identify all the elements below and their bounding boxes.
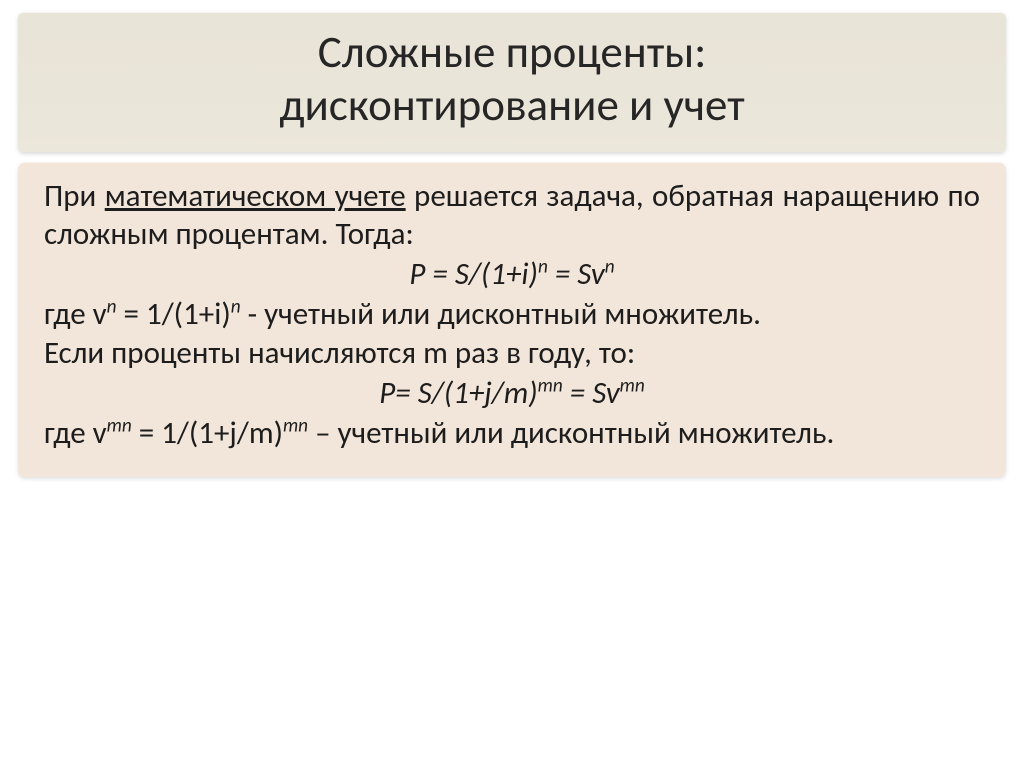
underlined-term: математическом учете [105,177,406,215]
text: - учетный или дисконтный множитель. [241,295,761,333]
text: = 1/(1+i) [117,295,231,333]
title-line1: Сложные проценты: [318,25,707,80]
formula-text: = Sv [563,374,620,412]
text: где v [44,414,107,452]
title-line2: дисконтирование и учет [279,78,744,133]
superscript: n [231,295,241,318]
superscript: mn [283,415,308,438]
formula-text: = Sv [548,255,605,293]
slide-title: Сложные проценты: дисконтирование и учет [48,26,976,132]
paragraph-2: где vn = 1/(1+i)n - учетный или дисконтн… [44,296,980,334]
superscript: n [538,255,548,278]
formula-text: P= S/(1+j/m) [379,374,537,412]
text: где v [44,295,107,333]
paragraph-1: При математическом учете решается задача… [44,178,980,254]
slide: Сложные проценты: дисконтирование и учет… [0,12,1024,779]
formula-1: P = S/(1+i)n = Svn [44,256,980,294]
formula-text: P = S/(1+i) [409,255,538,293]
text: = 1/(1+j/m) [132,414,283,452]
paragraph-3: Если проценты начисляются m раз в году, … [44,335,980,373]
text: – учетный или дисконтный множитель. [308,414,834,452]
text: При [44,177,105,215]
paragraph-4: где vmn = 1/(1+j/m)mn – учетный или диск… [44,415,980,453]
superscript: mn [107,415,132,438]
superscript: n [605,255,615,278]
superscript: n [107,295,117,318]
title-box: Сложные проценты: дисконтирование и учет [18,12,1006,152]
formula-2: P= S/(1+j/m)mn = Svmn [44,375,980,413]
superscript: mn [620,375,645,398]
body-box: При математическом учете решается задача… [18,162,1006,477]
superscript: mn [538,375,563,398]
